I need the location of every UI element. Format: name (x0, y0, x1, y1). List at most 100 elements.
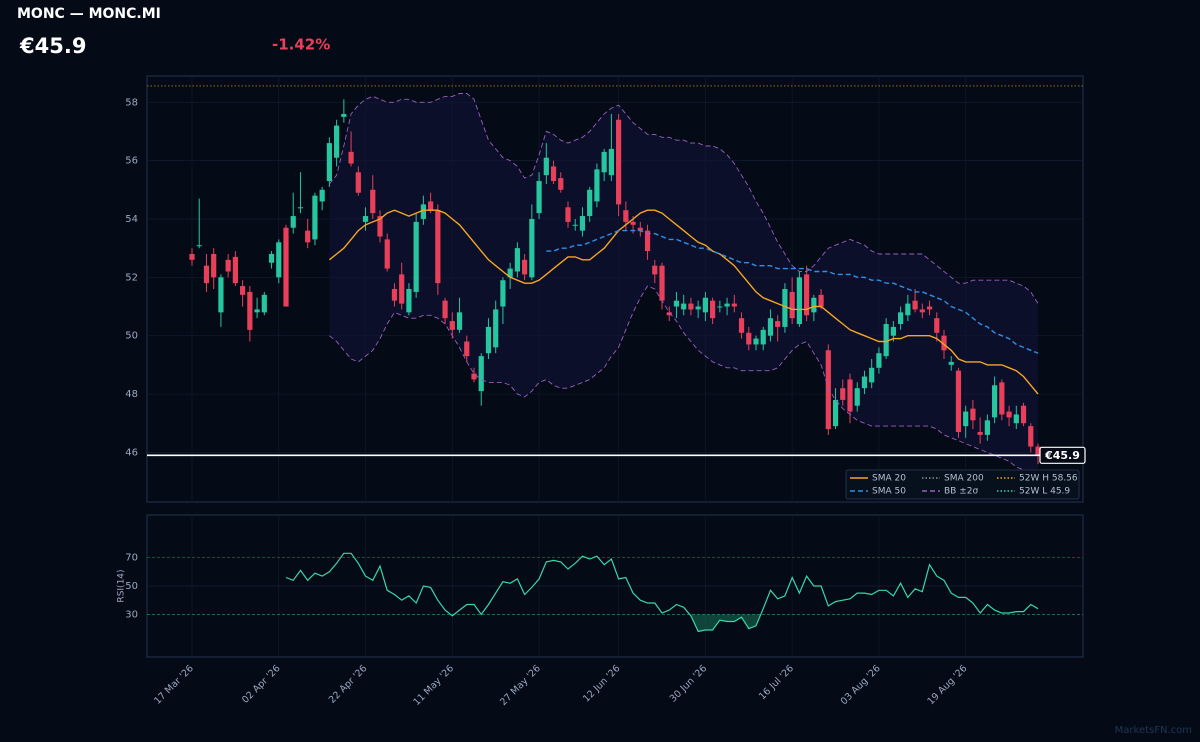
rsi-tick-label: 50 (125, 581, 138, 592)
price-panel (146, 75, 1084, 503)
candle-body (782, 289, 788, 327)
candle-body (637, 227, 643, 231)
candle-body (760, 329, 766, 345)
candle-body (1020, 405, 1027, 424)
candle-body (348, 151, 354, 164)
rsi-tick-label: 30 (125, 609, 138, 620)
candle-body (767, 318, 774, 336)
rsi-axis-label: RSI(14) (117, 569, 127, 602)
candle-body (818, 294, 824, 307)
candle-body (659, 265, 665, 301)
candle-body (616, 119, 622, 205)
candle-body (644, 230, 651, 252)
candle-body (587, 189, 593, 217)
legend-box (845, 469, 1080, 500)
candle-body (558, 178, 564, 190)
candle-body (970, 408, 976, 421)
candle-body (840, 388, 846, 400)
bb-band (329, 93, 1038, 491)
candle-body (955, 370, 962, 432)
candle-body (464, 341, 470, 357)
candle-body (948, 361, 954, 365)
candle-body (876, 353, 882, 368)
candle-body (832, 399, 839, 427)
candle-body (804, 274, 810, 316)
candle-body (854, 388, 860, 406)
candle-body (529, 218, 535, 278)
x-tick-label: 17 Mar '26 (152, 663, 196, 707)
x-tick-label: 27 May '26 (498, 663, 543, 708)
candle-body (999, 382, 1005, 415)
candle-body (688, 303, 694, 310)
candle-body (992, 385, 998, 418)
bb-lower (329, 285, 1039, 491)
candle-body (493, 309, 499, 348)
candle-body (594, 169, 600, 202)
candle-body (189, 253, 195, 260)
legend-label: SMA 50 (872, 487, 906, 497)
x-tick-label: 19 Aug '26 (925, 663, 969, 707)
candle-body (601, 151, 607, 173)
candle-body (196, 245, 202, 247)
candle-body (890, 326, 896, 336)
candle-body (811, 297, 817, 313)
candle-body (681, 303, 687, 310)
candle-body (796, 277, 802, 325)
candle-body (377, 216, 383, 237)
x-tick-label: 22 Apr '26 (327, 663, 370, 706)
rsi-oversold-fill (450, 614, 761, 632)
candle-body (789, 291, 795, 319)
legend-label: SMA 20 (872, 474, 906, 484)
bb-upper (329, 93, 1039, 304)
y-tick-label: 52 (125, 272, 138, 283)
candle-body (297, 207, 304, 209)
candle-body (428, 201, 434, 211)
candle-body (710, 300, 716, 319)
candle-body (1006, 411, 1012, 418)
candle-body (370, 189, 376, 214)
candle-body (225, 259, 231, 272)
candle-body (702, 297, 708, 313)
candle-body (738, 318, 745, 333)
candle-body (536, 181, 542, 214)
candle-body (912, 300, 918, 310)
legend-label: 52W L 45.9 (1019, 487, 1070, 497)
candle-body (652, 265, 658, 275)
candle-body (977, 431, 983, 435)
candle-body (883, 324, 889, 357)
candle-body (717, 306, 723, 308)
y-tick-label: 50 (125, 331, 138, 342)
candle-body (1035, 446, 1041, 456)
candle-body (565, 207, 571, 222)
candle-body (825, 350, 831, 430)
candle-body (268, 253, 275, 263)
change: -1.42% (272, 36, 330, 54)
candle-body (384, 239, 390, 269)
sma-line (546, 229, 1039, 354)
candle-body (775, 321, 781, 327)
candle-body (435, 210, 441, 284)
watermark: MarketsFN.com (1115, 725, 1192, 736)
candle-body (240, 286, 246, 295)
x-tick-label: 12 Jun '26 (581, 663, 622, 704)
candle-body (399, 274, 405, 304)
x-tick-label: 16 Jul '26 (757, 663, 796, 702)
candle-body (261, 294, 267, 313)
candle-body (312, 195, 318, 240)
candle-body (543, 157, 549, 176)
price: €45.9 (19, 34, 86, 58)
y-tick-label: 54 (125, 214, 138, 225)
candle-body (724, 303, 730, 307)
candle-body (507, 268, 513, 278)
last-price-label: €45.9 (1044, 449, 1080, 462)
candle-body (905, 303, 911, 316)
candle-body (341, 113, 347, 117)
candle-body (695, 306, 701, 310)
candle-body (391, 289, 398, 301)
candle-body (420, 204, 426, 219)
candle-body (485, 326, 492, 354)
x-tick-label: 03 Aug '26 (839, 663, 883, 707)
rsi-line (285, 552, 1039, 633)
candle-body (456, 312, 463, 330)
